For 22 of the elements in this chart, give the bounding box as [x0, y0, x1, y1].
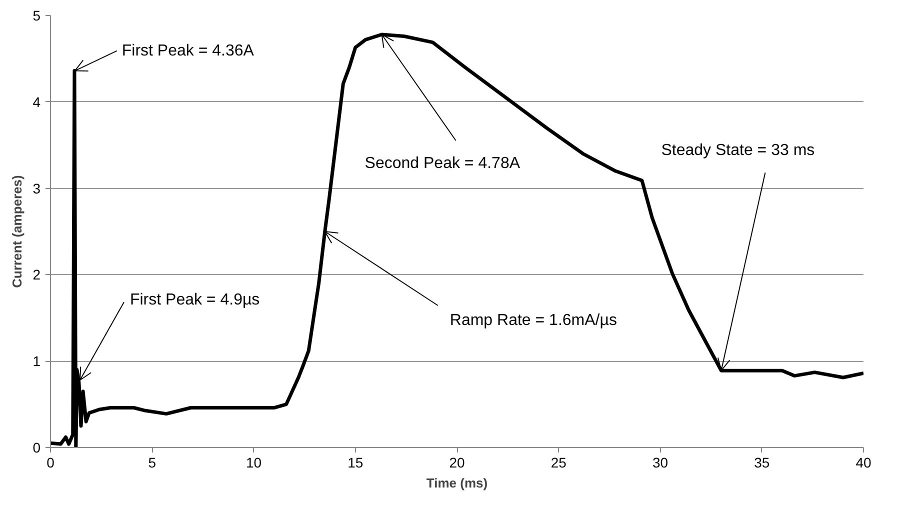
y-axis-title: Current (amperes): [10, 175, 25, 288]
x-tick-label: 10: [246, 454, 262, 470]
y-tick-label: 5: [32, 8, 41, 24]
y-tick-label: 4: [32, 94, 41, 110]
annotation: Steady State = 33 ms: [661, 142, 815, 160]
y-tick-label: 3: [32, 180, 41, 196]
x-tick-label: 0: [46, 454, 55, 470]
x-tick-label: 40: [856, 454, 872, 470]
y-tick-label: 1: [32, 353, 41, 370]
annotation: First Peak = 4.36A: [122, 42, 254, 60]
x-tick-label: 20: [449, 454, 465, 470]
x-tick-label: 30: [652, 454, 668, 470]
x-tick-label: 5: [148, 454, 156, 470]
x-tick-label: 25: [550, 454, 567, 470]
x-tick-label: 15: [348, 454, 364, 470]
y-tick-label: 2: [32, 266, 41, 283]
x-axis-title: Time (ms): [426, 476, 488, 490]
y-tick-label: 0: [32, 440, 41, 456]
annotation: Ramp Rate = 1.6mA/µs: [450, 312, 617, 329]
annotation: First Peak = 4.9µs: [130, 292, 260, 309]
annotation: Second Peak = 4.78A: [364, 155, 520, 172]
x-tick-label: 35: [754, 454, 770, 470]
